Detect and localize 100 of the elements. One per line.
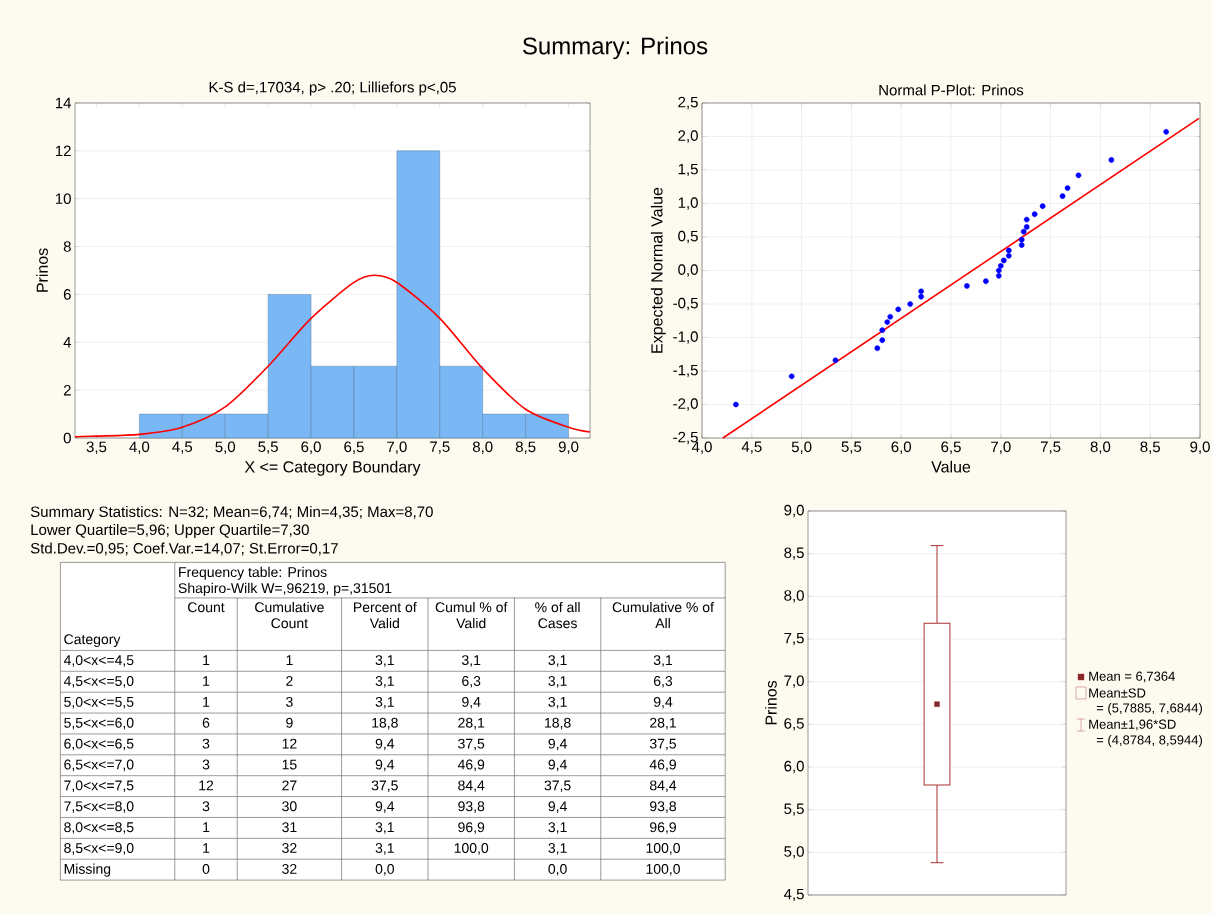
text: 28,1 [650,717,676,730]
text: 27 [282,780,297,791]
x-tick-label: 6,5 [344,441,364,454]
text: 1 [203,697,210,707]
text: 93,8 [458,801,485,813]
category-label: 6,0<x<=6,5 [64,738,134,751]
text: 3,1 [462,655,481,667]
line-series [74,274,591,438]
text: Shapiro-Wilk W=,96219, p=,31501 [178,582,392,596]
text: 1 [203,843,210,853]
y-tick-label: 0,5 [678,230,698,244]
point [1031,211,1038,218]
y-axis-title: Expected Normal Value [650,187,666,353]
y-tick-label: 8 [63,241,71,252]
text: 9,4 [375,738,395,751]
x-tick-label: 7,0 [387,441,407,454]
text: 3,1 [653,655,673,667]
x-tick-label: 8,5 [515,441,536,454]
y-tick-label: 1,0 [678,197,698,210]
point [1001,257,1007,264]
text: Mean±1,96*SD [1089,719,1176,731]
text: 3 [202,738,210,749]
category-label: 8,0<x<=8,5 [64,822,134,834]
text: = (4,8784, 8,5944) [1096,734,1202,748]
text: 3,1 [548,676,567,688]
text: 9,4 [548,801,567,813]
x-tick-label: 6,5 [941,441,961,454]
x-axis-title: X <= Category Boundary [244,460,421,476]
x-tick-label: 7,5 [430,441,450,454]
text: 1 [203,676,210,686]
category-label: 7,0<x<=7,5 [64,780,134,793]
point [1023,216,1030,223]
y-tick-label: 7,5 [784,632,804,646]
text: 9,4 [548,738,567,751]
y-axis-title: Prinos [36,248,48,292]
y-tick-label: -2,0 [673,398,698,411]
y-tick-label: 8,5 [784,547,804,560]
x-tick-label: 4,0 [129,441,150,454]
text: 31 [282,822,297,833]
point [895,306,902,313]
text: 9,4 [462,696,481,709]
category-label: Cumulative % of All [612,601,714,629]
text: Mean±SD [1089,688,1146,698]
text: 3,1 [375,696,394,709]
x-axis-title: Value [931,460,971,473]
text: 12 [199,780,214,791]
y-tick-label: 4,5 [783,888,804,902]
point [918,293,924,300]
text: 84,4 [649,780,677,793]
x-tick-label: 6,0 [301,441,321,454]
y-tick-label: 6 [63,289,71,300]
x-tick-label: 8,0 [472,441,493,454]
y-tick-label: -1,0 [673,331,698,344]
category-label: Cumulative Count [255,601,324,629]
text: 0 [202,863,210,874]
y-tick-label: 9,0 [784,504,804,518]
text: 9,4 [375,801,395,813]
point [1005,247,1012,254]
point [996,267,1002,274]
text: 9 [286,717,293,728]
text: 3,1 [375,655,394,667]
text: 15 [282,759,297,770]
text: 32 [282,863,297,874]
y-tick-label: 1,5 [678,163,698,177]
text: 3,1 [548,655,567,667]
x-tick-label: 7,5 [1040,441,1061,454]
point [874,345,881,352]
text: 18,8 [545,717,571,730]
text: 37,5 [458,738,485,751]
text: 30 [282,801,297,812]
x-tick-label: 3,5 [86,441,107,454]
category-label: 5,5<x<=6,0 [64,717,134,730]
category-label: % of all Cases [535,601,580,629]
text: 0,0 [375,863,394,876]
x-tick-label: 4,5 [741,441,762,454]
text: 1 [203,655,210,665]
x-tick-label: 6,0 [891,441,912,454]
text: 46,9 [457,759,485,772]
text: 6,3 [462,676,481,688]
x-tick-label: 5,5 [841,441,862,454]
point [884,319,891,325]
text: 93,8 [650,801,677,813]
text: 1 [286,655,293,665]
point [907,301,913,307]
category-label: 5,0<x<=5,5 [64,696,134,709]
text: 3,1 [548,822,567,834]
y-tick-label: 0,0 [678,264,698,277]
point [832,357,839,364]
point [1163,129,1169,135]
text: 18,8 [372,717,398,730]
text: 3,1 [375,822,394,834]
text: 37,5 [649,738,677,751]
x-tick-label: 8,5 [1140,441,1161,454]
text: 3 [202,801,210,812]
category-label: Missing [64,863,111,877]
y-axis-title: Prinos [765,680,777,725]
x-tick-label: 9,0 [1190,441,1210,454]
y-tick-label: 4 [63,337,72,348]
text: 46,9 [649,759,676,772]
category-label: 6,5<x<=7,0 [64,759,134,772]
